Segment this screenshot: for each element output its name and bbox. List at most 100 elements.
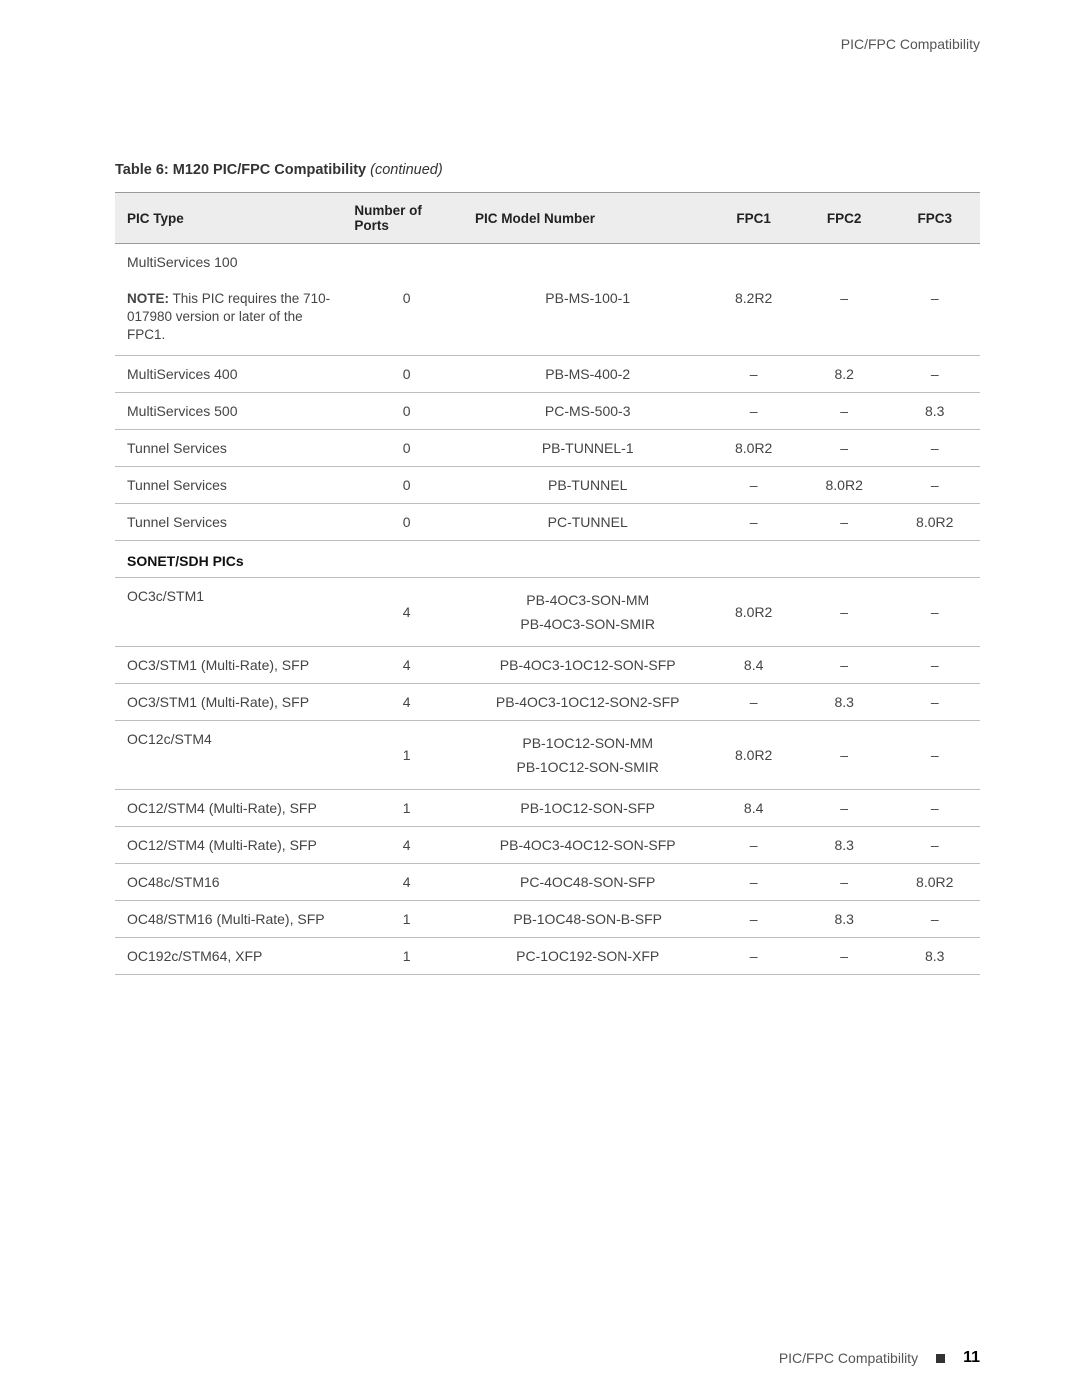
model-cell: PB-4OC3-SON-MM PB-4OC3-SON-SMIR bbox=[467, 577, 708, 646]
table-row: OC3/STM1 (Multi-Rate), SFP 4 PB-4OC3-1OC… bbox=[115, 646, 980, 683]
ports-cell: 1 bbox=[346, 937, 467, 974]
pictype-cell: MultiServices 500 bbox=[115, 392, 346, 429]
fpc3-cell: – bbox=[889, 355, 980, 392]
pictype-cell: Tunnel Services bbox=[115, 503, 346, 540]
fpc3-cell: 8.0R2 bbox=[889, 863, 980, 900]
table-caption: Table 6: M120 PIC/FPC Compatibility (con… bbox=[115, 162, 980, 178]
pictype-cell: OC3c/STM1 bbox=[115, 577, 346, 646]
model-a: PB-4OC3-SON-MM bbox=[475, 588, 700, 612]
caption-title: Table 6: M120 PIC/FPC Compatibility bbox=[115, 162, 366, 178]
model-b: PB-4OC3-SON-SMIR bbox=[475, 612, 700, 636]
section-heading: SONET/SDH PICs bbox=[115, 540, 980, 577]
model-cell: PB-4OC3-4OC12-SON-SFP bbox=[467, 826, 708, 863]
model-b: PB-1OC12-SON-SMIR bbox=[475, 755, 700, 779]
fpc3-cell: – bbox=[889, 429, 980, 466]
page-number: 11 bbox=[963, 1349, 980, 1367]
model-cell: PB-MS-400-2 bbox=[467, 355, 708, 392]
fpc1-cell: – bbox=[708, 392, 799, 429]
model-cell: PB-MS-100-1 bbox=[467, 280, 708, 355]
fpc2-cell: 8.3 bbox=[799, 683, 890, 720]
ports-cell: 4 bbox=[346, 826, 467, 863]
footer-label: PIC/FPC Compatibility bbox=[779, 1350, 918, 1366]
col-ports: Number of Ports bbox=[346, 193, 467, 244]
fpc3-cell: – bbox=[889, 826, 980, 863]
model-cell: PB-TUNNEL-1 bbox=[467, 429, 708, 466]
fpc3-cell: – bbox=[889, 466, 980, 503]
table-row: OC12c/STM4 1 PB-1OC12-SON-MM PB-1OC12-SO… bbox=[115, 720, 980, 789]
ports-cell: 0 bbox=[346, 429, 467, 466]
fpc3-cell: – bbox=[889, 646, 980, 683]
fpc1-cell: 8.2R2 bbox=[708, 280, 799, 355]
table-row: OC3c/STM1 4 PB-4OC3-SON-MM PB-4OC3-SON-S… bbox=[115, 577, 980, 646]
fpc2-cell: – bbox=[799, 646, 890, 683]
fpc3-cell: 8.0R2 bbox=[889, 503, 980, 540]
table-row: OC12/STM4 (Multi-Rate), SFP 1 PB-1OC12-S… bbox=[115, 789, 980, 826]
pictype-cell: OC3/STM1 (Multi-Rate), SFP bbox=[115, 646, 346, 683]
pictype-cell: Tunnel Services bbox=[115, 429, 346, 466]
ports-cell: 1 bbox=[346, 720, 467, 789]
model-cell: PC-MS-500-3 bbox=[467, 392, 708, 429]
table-row: OC48c/STM16 4 PC-4OC48-SON-SFP – – 8.0R2 bbox=[115, 863, 980, 900]
fpc2-cell: – bbox=[799, 503, 890, 540]
pictype-cell: MultiServices 100 bbox=[115, 244, 346, 281]
fpc1-cell: 8.4 bbox=[708, 789, 799, 826]
fpc3-cell: – bbox=[889, 280, 980, 355]
caption-suffix: (continued) bbox=[366, 162, 443, 178]
footer-square-icon bbox=[936, 1354, 945, 1363]
model-cell: PB-TUNNEL bbox=[467, 466, 708, 503]
fpc3-cell: – bbox=[889, 789, 980, 826]
pictype-cell: OC48c/STM16 bbox=[115, 863, 346, 900]
fpc2-cell: – bbox=[799, 429, 890, 466]
model-cell: PC-4OC48-SON-SFP bbox=[467, 863, 708, 900]
page-header: PIC/FPC Compatibility bbox=[115, 36, 980, 52]
fpc1-cell: – bbox=[708, 503, 799, 540]
model-cell: PB-4OC3-1OC12-SON2-SFP bbox=[467, 683, 708, 720]
page: PIC/FPC Compatibility Table 6: M120 PIC/… bbox=[0, 0, 1080, 1397]
ports-cell: 4 bbox=[346, 577, 467, 646]
fpc1-cell: – bbox=[708, 355, 799, 392]
ports-cell: 4 bbox=[346, 646, 467, 683]
model-cell: PB-1OC48-SON-B-SFP bbox=[467, 900, 708, 937]
fpc2-cell: – bbox=[799, 937, 890, 974]
table-row: MultiServices 500 0 PC-MS-500-3 – – 8.3 bbox=[115, 392, 980, 429]
table-row: Tunnel Services 0 PB-TUNNEL – 8.0R2 – bbox=[115, 466, 980, 503]
model-cell: PC-TUNNEL bbox=[467, 503, 708, 540]
ports-cell: 0 bbox=[346, 355, 467, 392]
col-model: PIC Model Number bbox=[467, 193, 708, 244]
fpc3-cell: 8.3 bbox=[889, 392, 980, 429]
fpc1-cell: 8.0R2 bbox=[708, 429, 799, 466]
fpc3-cell: – bbox=[889, 900, 980, 937]
ports-cell: 0 bbox=[346, 466, 467, 503]
fpc2-cell: 8.3 bbox=[799, 826, 890, 863]
fpc2-cell: – bbox=[799, 863, 890, 900]
section-title: SONET/SDH PICs bbox=[115, 540, 980, 577]
pictype-cell: Tunnel Services bbox=[115, 466, 346, 503]
table-row: NOTE: This PIC requires the 710-017980 v… bbox=[115, 280, 980, 355]
compat-table: PIC Type Number of Ports PIC Model Numbe… bbox=[115, 192, 980, 975]
fpc2-cell: – bbox=[799, 720, 890, 789]
model-cell: PB-1OC12-SON-MM PB-1OC12-SON-SMIR bbox=[467, 720, 708, 789]
table-row: OC3/STM1 (Multi-Rate), SFP 4 PB-4OC3-1OC… bbox=[115, 683, 980, 720]
ports-cell: 0 bbox=[346, 503, 467, 540]
ports-cell: 1 bbox=[346, 900, 467, 937]
ports-cell: 1 bbox=[346, 789, 467, 826]
table-row: MultiServices 400 0 PB-MS-400-2 – 8.2 – bbox=[115, 355, 980, 392]
fpc1-cell: 8.0R2 bbox=[708, 577, 799, 646]
fpc2-cell: 8.3 bbox=[799, 900, 890, 937]
fpc2-cell: 8.0R2 bbox=[799, 466, 890, 503]
table-header-row: PIC Type Number of Ports PIC Model Numbe… bbox=[115, 193, 980, 244]
col-fpc3: FPC3 bbox=[889, 193, 980, 244]
fpc2-cell: – bbox=[799, 280, 890, 355]
fpc1-cell: – bbox=[708, 863, 799, 900]
fpc3-cell: – bbox=[889, 683, 980, 720]
table-row: Tunnel Services 0 PB-TUNNEL-1 8.0R2 – – bbox=[115, 429, 980, 466]
fpc1-cell: – bbox=[708, 683, 799, 720]
fpc2-cell: – bbox=[799, 789, 890, 826]
pic-note: NOTE: This PIC requires the 710-017980 v… bbox=[115, 280, 346, 355]
ports-cell: 4 bbox=[346, 683, 467, 720]
col-fpc2: FPC2 bbox=[799, 193, 890, 244]
pictype-cell: OC3/STM1 (Multi-Rate), SFP bbox=[115, 683, 346, 720]
model-cell: PB-1OC12-SON-SFP bbox=[467, 789, 708, 826]
pictype-cell: OC12/STM4 (Multi-Rate), SFP bbox=[115, 826, 346, 863]
page-footer: PIC/FPC Compatibility 11 bbox=[779, 1349, 980, 1367]
